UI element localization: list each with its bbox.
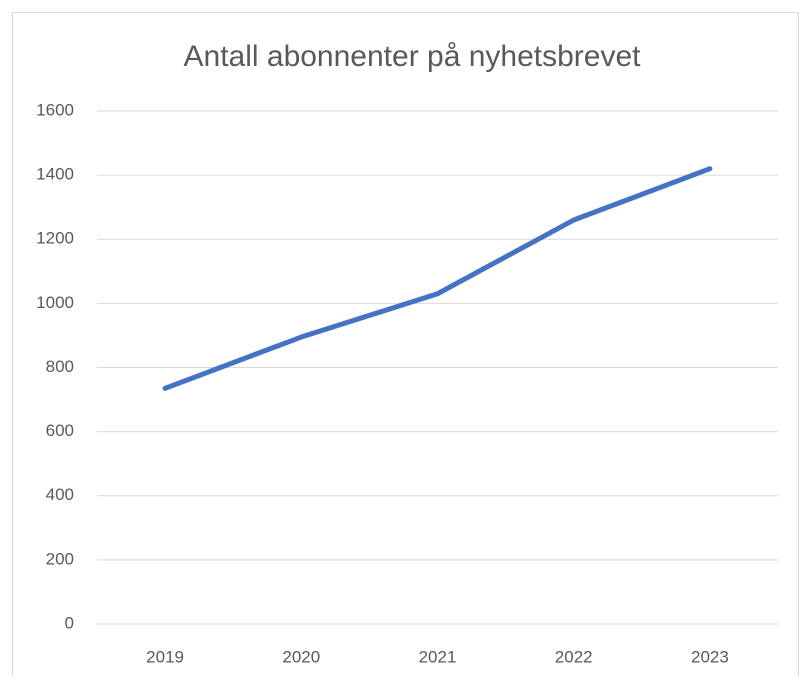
x-tick-label: 2021 <box>419 647 457 666</box>
x-tick-label: 2023 <box>691 647 729 666</box>
y-tick-label: 1000 <box>36 293 74 312</box>
x-tick-label: 2022 <box>555 647 593 666</box>
y-tick-label: 1400 <box>36 165 74 184</box>
chart-title: Antall abonnenter på nyhetsbrevet <box>184 40 642 73</box>
chart-border <box>12 12 799 676</box>
y-tick-label: 1600 <box>36 100 74 119</box>
y-tick-label: 800 <box>46 357 74 376</box>
y-tick-label: 0 <box>65 613 74 632</box>
y-tick-label: 600 <box>46 421 74 440</box>
y-tick-label: 400 <box>46 485 74 504</box>
y-tick-label: 200 <box>46 549 74 568</box>
data-line <box>162 166 713 391</box>
x-tick-label: 2019 <box>146 647 184 666</box>
y-tick-label: 1200 <box>36 229 74 248</box>
x-tick-label: 2020 <box>282 647 320 666</box>
